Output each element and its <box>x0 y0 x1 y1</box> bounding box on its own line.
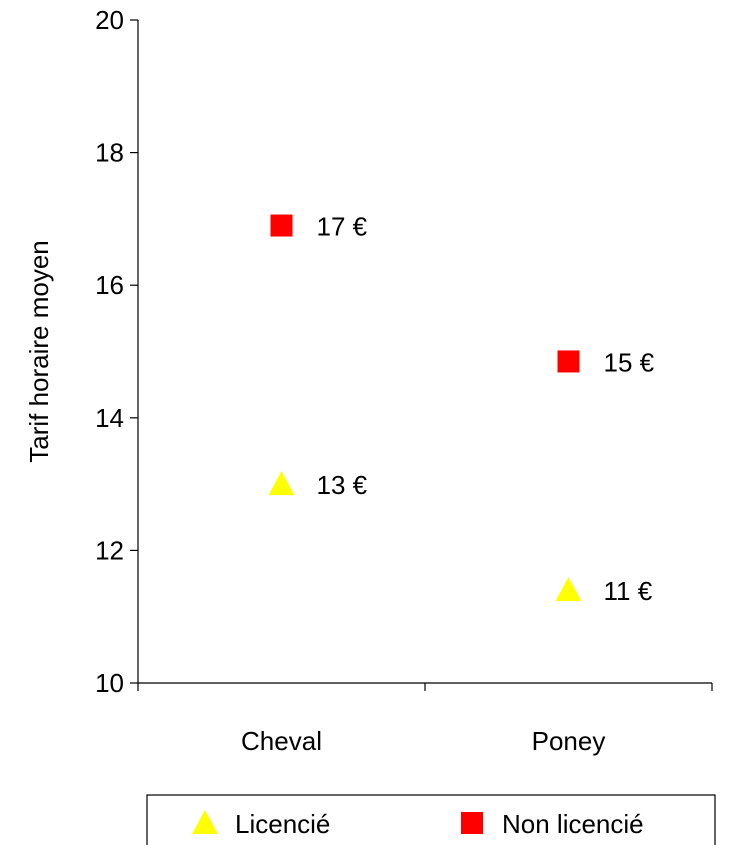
y-ticks: 10 12 14 16 18 20 <box>95 5 138 698</box>
legend-triangle-icon <box>192 810 218 834</box>
y-tick-label: 10 <box>95 668 124 698</box>
legend-square-icon <box>461 812 483 834</box>
x-category-label: Poney <box>532 726 606 756</box>
data-label: 15 € <box>604 347 655 377</box>
data-marks: 13 € 11 € 17 € 15 € <box>268 212 655 606</box>
y-tick-label: 18 <box>95 138 124 168</box>
x-category-label: Cheval <box>241 726 322 756</box>
triangle-marker <box>555 577 582 602</box>
legend-label: Licencié <box>235 809 330 839</box>
square-marker <box>270 214 293 237</box>
x-ticks: Cheval Poney <box>137 683 713 756</box>
legend-label: Non licencié <box>502 809 644 839</box>
square-marker <box>557 350 580 373</box>
y-tick-label: 16 <box>95 270 124 300</box>
y-tick-label: 14 <box>95 403 124 433</box>
legend: Licencié Non licencié <box>146 794 716 845</box>
y-tick-label: 20 <box>95 5 124 35</box>
legend-box <box>146 794 716 845</box>
data-label: 13 € <box>317 470 368 500</box>
y-tick-label: 12 <box>95 535 124 565</box>
y-axis-label: Tarif horaire moyen <box>24 240 54 463</box>
triangle-marker <box>268 471 295 496</box>
data-label: 11 € <box>604 576 653 606</box>
data-label: 17 € <box>317 212 368 242</box>
